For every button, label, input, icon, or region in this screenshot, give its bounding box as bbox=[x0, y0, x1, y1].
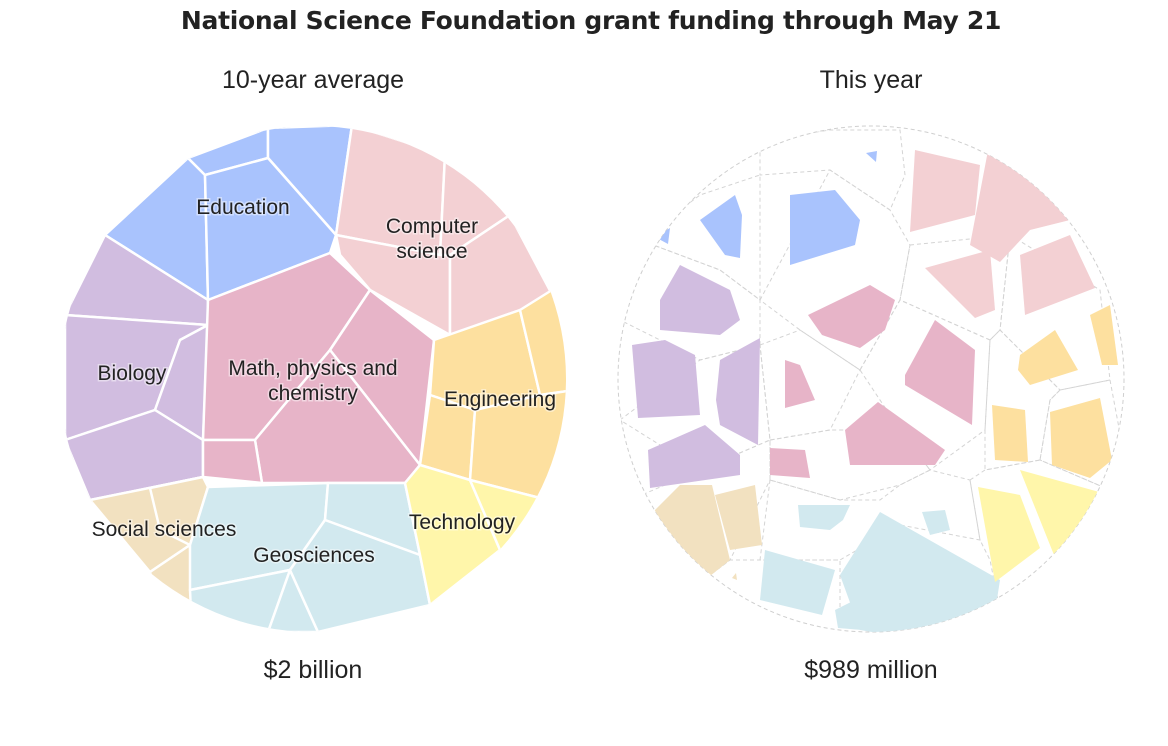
label-computer-science: Computer science bbox=[386, 215, 478, 263]
label-education: Education bbox=[196, 196, 289, 219]
cell-this-year-engineering-18 bbox=[1090, 305, 1118, 365]
cell-this-year-technology-29 bbox=[978, 487, 1040, 582]
right-panel-subtitle: This year bbox=[819, 66, 923, 94]
label-social-sciences: Social sciences bbox=[92, 518, 237, 541]
left-panel-subtitle: 10-year average bbox=[221, 66, 405, 94]
cell-this-year-engineering-20 bbox=[1050, 398, 1112, 478]
cell-this-year-math-physics-and-chemistry-12 bbox=[808, 285, 895, 348]
cell-this-year-social-sciences-22 bbox=[715, 485, 762, 550]
label-biology: Biology bbox=[98, 362, 167, 385]
cell-this-year-biology-11 bbox=[648, 425, 740, 488]
cell-this-year-technology-30 bbox=[1020, 470, 1110, 570]
cell-this-year-geosciences-25 bbox=[922, 510, 950, 535]
right-outline-circle bbox=[617, 125, 1125, 633]
cell-education-3 bbox=[203, 156, 338, 302]
cell-this-year-education-0 bbox=[700, 195, 742, 258]
cell-this-year-geosciences-26 bbox=[760, 550, 835, 615]
left-panel-total: $2 billion bbox=[263, 656, 363, 684]
cell-this-year-computer-science-4 bbox=[910, 150, 980, 232]
label-math-physics-and-chemistry: Math, physics and chemistry bbox=[228, 357, 397, 405]
cell-this-year-biology-10 bbox=[716, 338, 760, 445]
cell-this-year-biology-9 bbox=[632, 340, 700, 418]
left-voronoi-labels: Education Computer science Biology Math, phy… bbox=[90, 195, 557, 569]
cell-this-year-social-sciences-21 bbox=[650, 485, 730, 580]
cell-this-year-math-physics-and-chemistry-14 bbox=[905, 320, 975, 425]
cell-this-year-computer-science-7 bbox=[1020, 235, 1095, 315]
chart-title: National Science Foundation grant fundin… bbox=[180, 6, 1002, 35]
cell-this-year-engineering-17 bbox=[1018, 330, 1078, 385]
cell-this-year-math-physics-and-chemistry-15 bbox=[845, 402, 945, 465]
right-panel-total: $989 million bbox=[804, 656, 938, 684]
outline-cell-6 bbox=[759, 329, 861, 441]
cell-this-year-math-physics-and-chemistry-16 bbox=[770, 448, 810, 478]
cell-this-year-social-sciences-23 bbox=[732, 573, 737, 580]
cell-this-year-computer-science-6 bbox=[925, 250, 995, 318]
cell-this-year-biology-8 bbox=[660, 265, 740, 335]
cell-this-year-engineering-19 bbox=[992, 405, 1028, 462]
label-geosciences: Geosciences bbox=[253, 544, 374, 567]
right-voronoi-panel bbox=[619, 129, 1124, 632]
cell-this-year-education-3 bbox=[655, 228, 670, 244]
cell-this-year-computer-science-5 bbox=[970, 140, 1090, 262]
cell-this-year-geosciences-24 bbox=[798, 505, 850, 530]
cell-this-year-education-1 bbox=[790, 190, 860, 265]
cell-this-year-math-physics-and-chemistry-13 bbox=[785, 360, 815, 408]
cell-this-year-education-2 bbox=[866, 151, 877, 162]
label-technology: Technology bbox=[409, 511, 516, 534]
cell-this-year-geosciences-28 bbox=[840, 512, 1000, 632]
cell-math-physics-and-chemistry-15 bbox=[201, 438, 264, 485]
label-engineering: Engineering bbox=[444, 388, 556, 411]
left-voronoi-panel bbox=[63, 126, 566, 632]
